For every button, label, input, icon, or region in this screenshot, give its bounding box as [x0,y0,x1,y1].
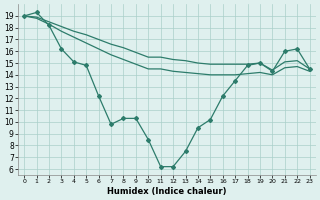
X-axis label: Humidex (Indice chaleur): Humidex (Indice chaleur) [107,187,227,196]
